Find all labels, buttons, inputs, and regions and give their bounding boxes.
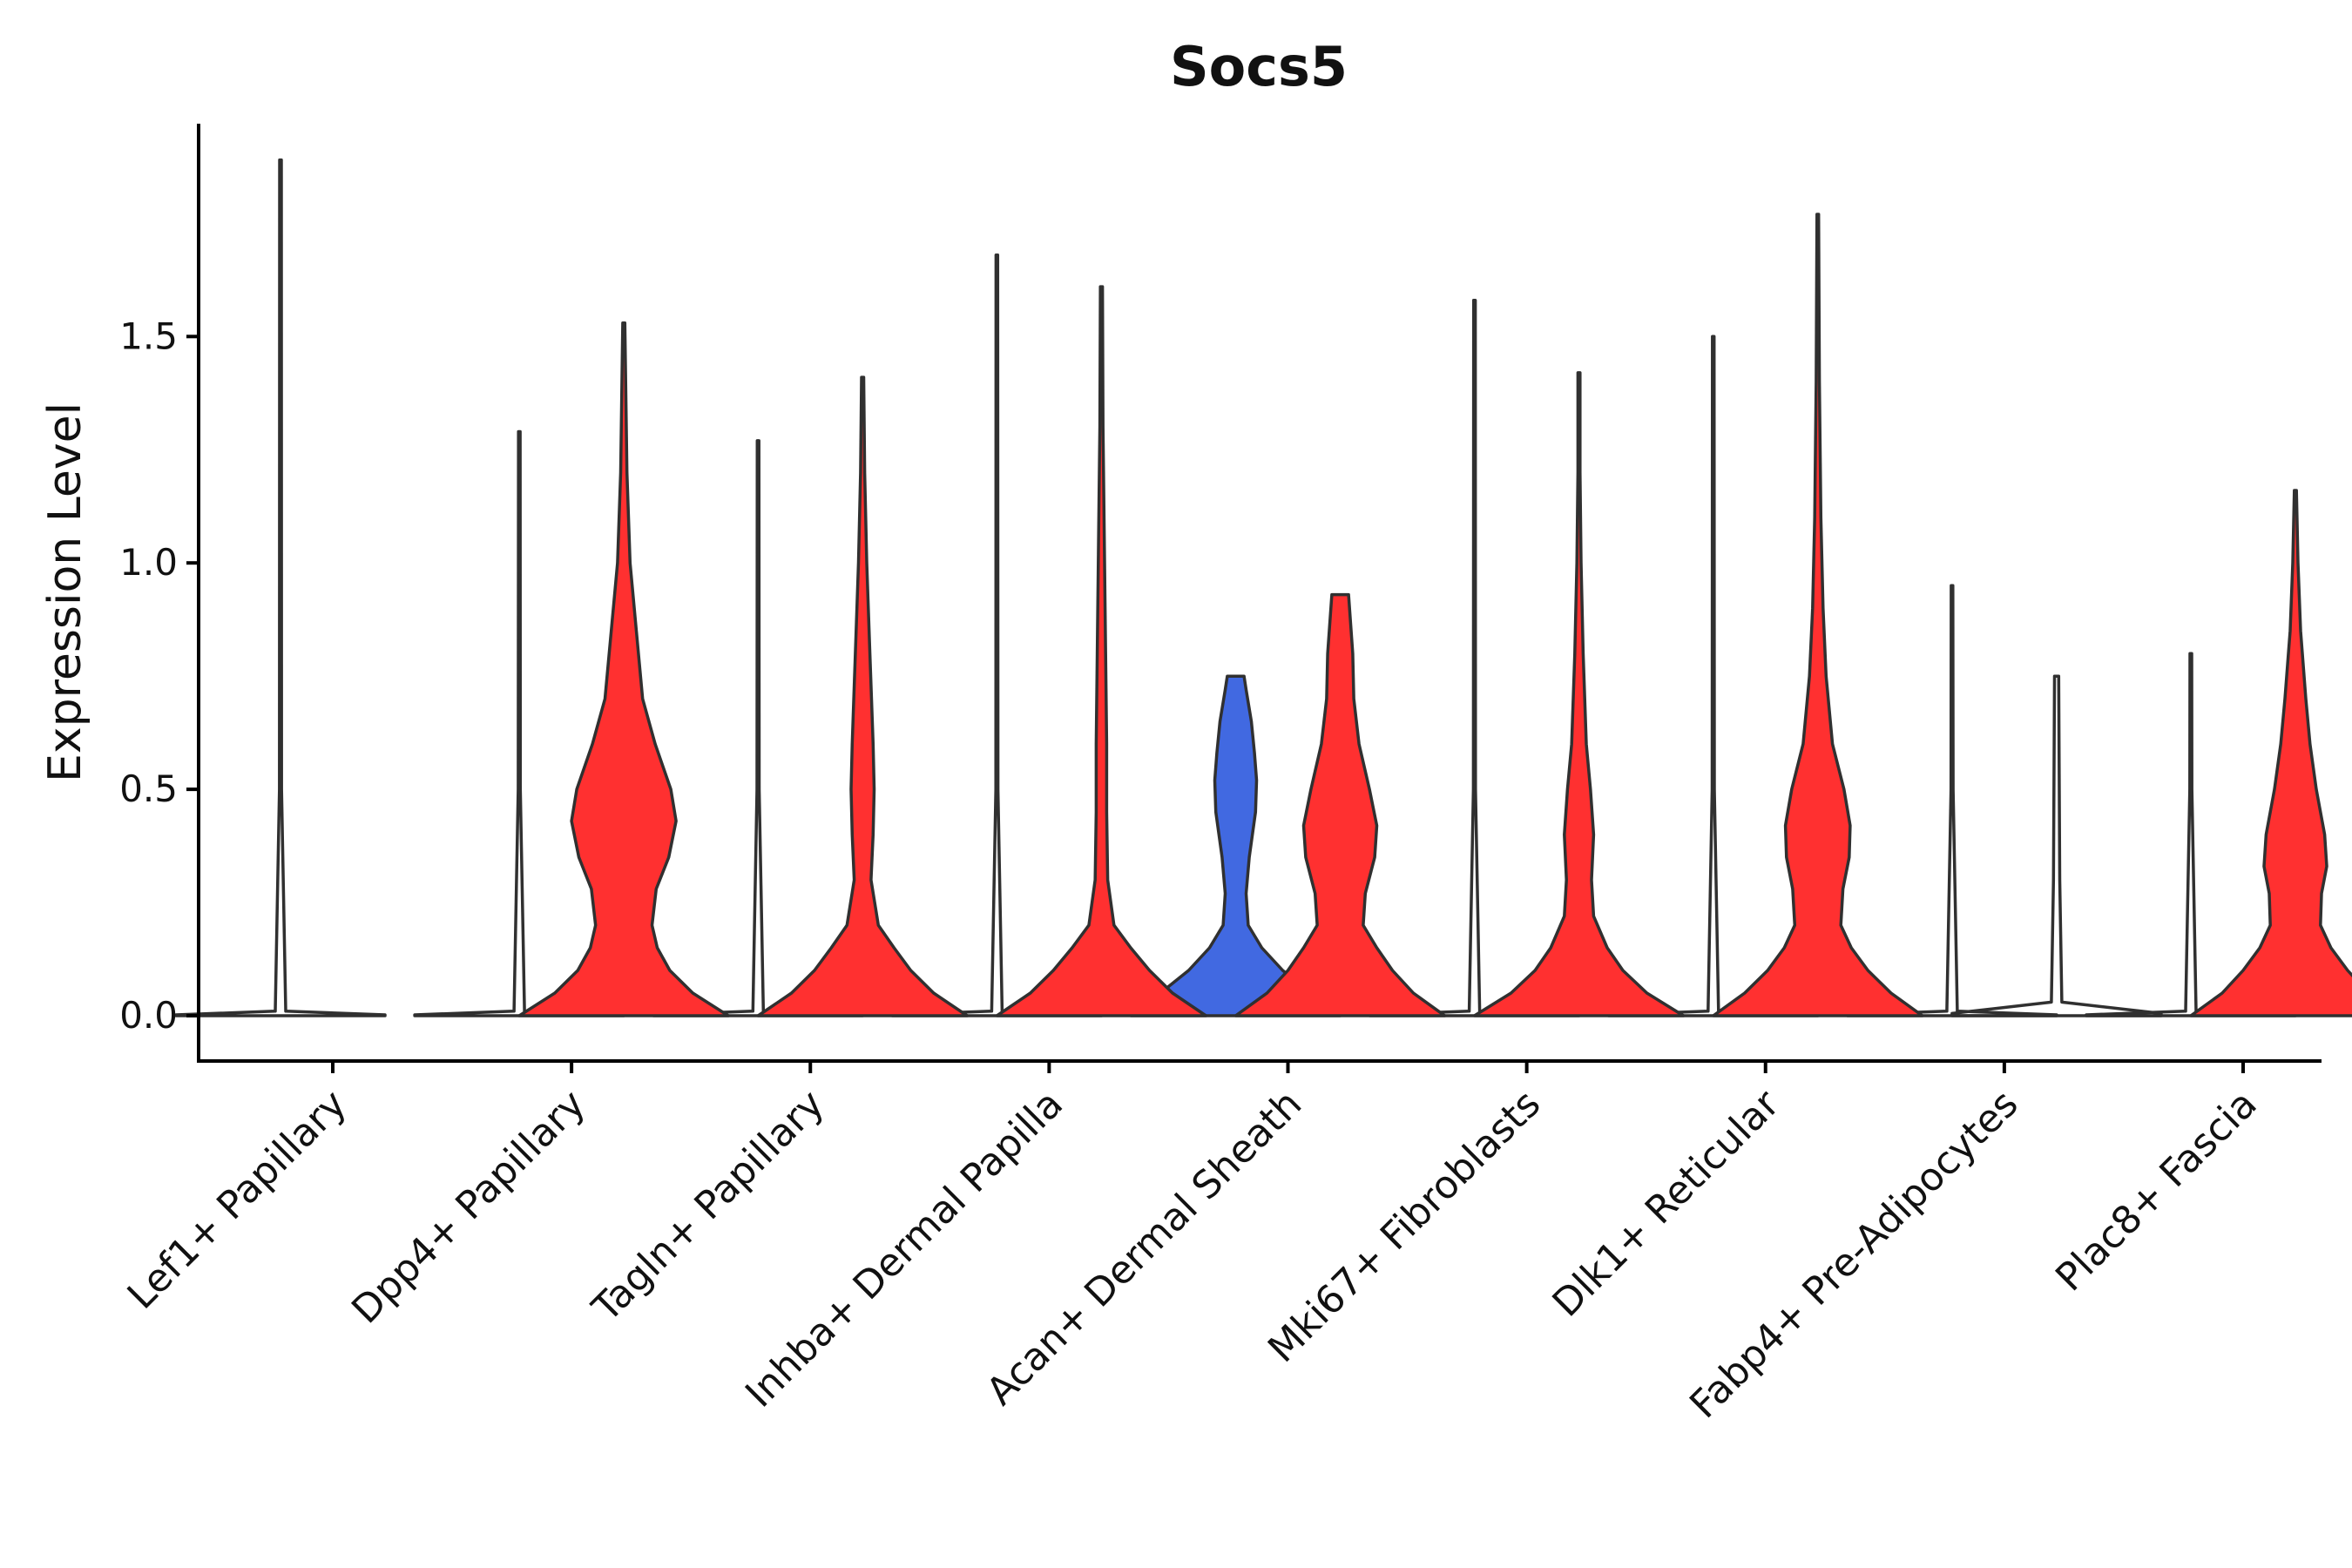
violin-group_a-tagln-papillary <box>652 439 865 1017</box>
y-ticks: 0.0 0.5 1.0 1.5 <box>119 314 199 1037</box>
x-tick-label-mki67-fibroblasts: Mki67+ Fibroblasts <box>1260 1082 1549 1371</box>
violin-group_a-inhba-dermal-papilla <box>890 253 1104 1017</box>
y-tick-label: 0.0 <box>119 994 178 1037</box>
x-tick-label-plac8-fascia: Plac8+ Fascia <box>2047 1082 2266 1301</box>
violin-group_b-acan-dermal-sheath <box>1233 592 1447 1017</box>
violin-group_b-dlk1-reticular <box>1712 213 1924 1017</box>
violin-group_b-plac8-fascia <box>2189 489 2352 1017</box>
violin-group_b-fabp4-pre-adipocytes <box>1950 674 2163 1017</box>
violin-group_a-dlk1-reticular <box>1607 335 1820 1017</box>
axes <box>197 124 2322 1063</box>
violin-group_a-fabp4-pre-adipocytes <box>1846 584 2058 1017</box>
violin-group_b-tagln-papillary <box>756 375 970 1017</box>
violin-group_a-lef1-papillary <box>174 158 387 1017</box>
violin-group_a-mki67-fibroblasts <box>1368 298 1581 1017</box>
x-tick-label-tagln-papillary: Tagln+ Papillary <box>584 1082 833 1331</box>
y-tick-label: 1.5 <box>119 314 178 357</box>
y-tick-label: 1.0 <box>119 541 178 584</box>
y-axis-title: Expression Level <box>39 402 91 782</box>
x-tick-label-dpp4-papillary: Dpp4+ Papillary <box>343 1082 594 1333</box>
x-tick-label-lef1-papillary: Lef1+ Papillary <box>119 1082 355 1318</box>
violin-group_a-acan-dermal-sheath <box>1129 674 1342 1017</box>
violin-group_b-inhba-dermal-papilla <box>995 285 1208 1017</box>
violin-group_b-mki67-fibroblasts <box>1472 371 1686 1017</box>
y-tick-label: 0.5 <box>119 767 178 810</box>
chart-title: Socs5 <box>1170 35 1348 98</box>
x-tick-label-dlk1-reticular: Dlk1+ Reticular <box>1544 1081 1789 1326</box>
violin-group_b-dpp4-papillary <box>517 321 730 1017</box>
violins-layer <box>174 158 2352 1017</box>
violin-group_a-dpp4-papillary <box>413 429 625 1017</box>
